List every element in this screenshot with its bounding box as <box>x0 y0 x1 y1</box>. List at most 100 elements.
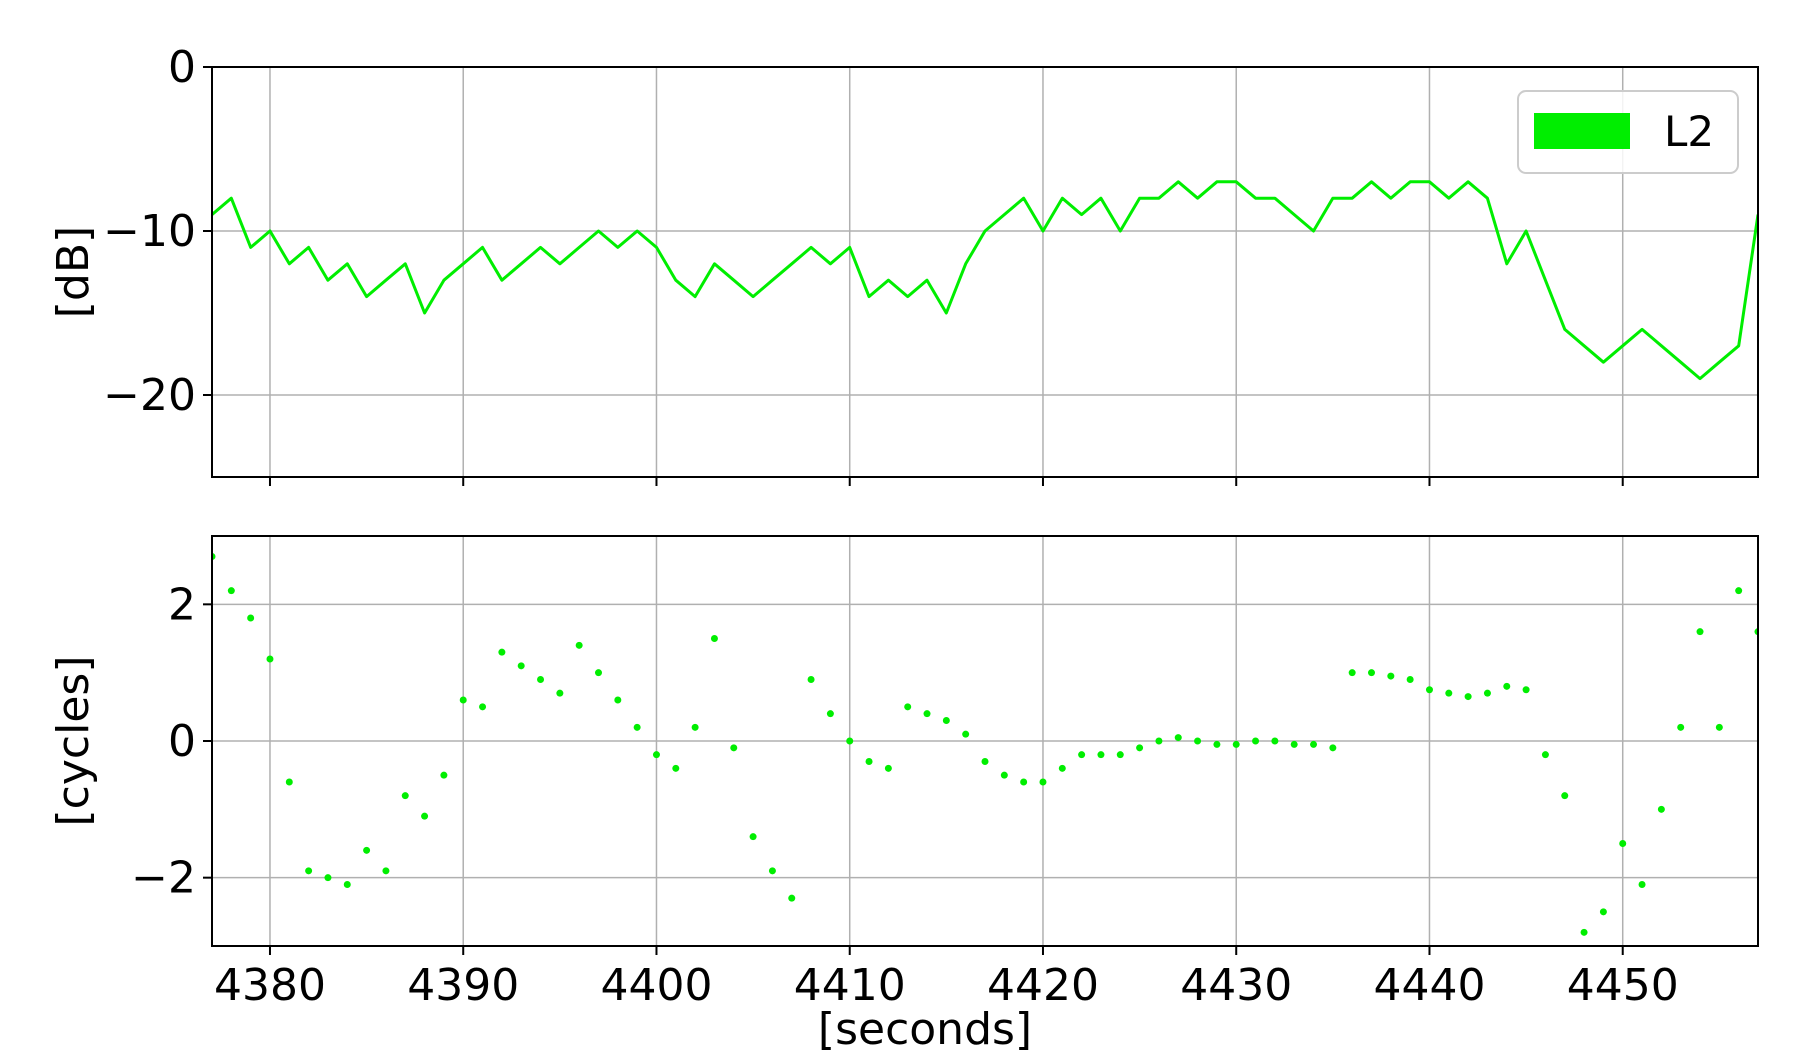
data-point <box>285 778 293 786</box>
series-line-l2 <box>212 180 1758 381</box>
data-point <box>1638 881 1646 888</box>
plot-frame <box>211 66 1759 478</box>
y-axis-label: [dB] <box>48 226 99 318</box>
data-point <box>749 833 757 841</box>
x-tick-label: 4420 <box>987 960 1099 1011</box>
data-point <box>962 730 970 738</box>
y-tick-label: −2 <box>131 853 196 904</box>
data-point <box>1020 778 1028 786</box>
data-point <box>1000 771 1008 779</box>
data-point <box>266 655 274 663</box>
legend-swatch <box>1534 113 1630 149</box>
data-point <box>479 703 487 711</box>
data-point <box>1290 740 1298 748</box>
data-point <box>382 867 390 875</box>
data-point <box>672 764 680 772</box>
x-axis-label: [seconds] <box>818 1004 1032 1050</box>
data-point <box>1657 805 1665 813</box>
x-tick-label: 4450 <box>1567 960 1679 1011</box>
data-point <box>1541 751 1549 759</box>
data-point <box>227 587 235 595</box>
data-point <box>459 696 467 704</box>
data-point <box>421 812 429 820</box>
data-point <box>575 641 583 649</box>
data-point <box>1232 740 1240 748</box>
data-point <box>691 723 699 731</box>
data-point <box>1368 669 1375 677</box>
data-point <box>710 635 718 642</box>
data-point <box>826 710 834 718</box>
data-point <box>595 669 602 677</box>
data-point <box>1464 693 1472 701</box>
y-axis-label: [cycles] <box>48 656 99 827</box>
data-point <box>1058 764 1066 772</box>
data-point <box>1483 689 1491 697</box>
data-point <box>768 867 776 875</box>
data-point <box>981 758 989 765</box>
data-point <box>1387 672 1395 680</box>
data-point <box>865 758 873 765</box>
data-point <box>1310 740 1318 748</box>
data-point <box>305 867 313 875</box>
data-point <box>1425 686 1433 694</box>
data-point <box>1348 669 1356 677</box>
x-tick-label: 4430 <box>1180 960 1292 1011</box>
data-point <box>537 676 545 683</box>
data-point <box>1561 792 1569 800</box>
data-point <box>1580 928 1588 936</box>
data-point <box>498 648 506 656</box>
data-point <box>440 771 448 779</box>
data-point <box>1445 689 1453 697</box>
data-point <box>1194 737 1202 745</box>
y-tick-label: 2 <box>168 579 196 630</box>
data-point <box>1213 740 1221 748</box>
data-point <box>324 874 332 882</box>
data-point <box>1677 723 1685 731</box>
y-tick-label: −10 <box>103 206 196 257</box>
data-point <box>517 662 525 670</box>
y-tick-label: −20 <box>103 370 196 421</box>
data-point <box>1078 751 1086 759</box>
data-point <box>788 894 796 902</box>
data-point <box>343 881 351 888</box>
data-point <box>652 751 660 759</box>
x-tick-label: 4390 <box>407 960 519 1011</box>
x-tick-label: 4380 <box>214 960 326 1011</box>
data-point <box>556 689 564 697</box>
data-point <box>1271 737 1279 745</box>
data-point <box>1329 744 1337 752</box>
data-point <box>633 723 641 731</box>
data-point <box>363 846 371 854</box>
data-point <box>730 744 738 752</box>
data-point <box>923 710 931 718</box>
data-point <box>1039 778 1047 786</box>
data-point <box>614 696 622 704</box>
data-point <box>904 703 912 711</box>
y-tick-label: 0 <box>168 42 196 93</box>
data-point <box>1252 737 1260 745</box>
data-point <box>1522 686 1530 694</box>
data-point <box>846 737 854 745</box>
data-point <box>1735 587 1743 595</box>
data-point <box>942 717 950 724</box>
data-point <box>1136 744 1144 752</box>
panel-top-power: 0 −10 −20 [dB] L2 <box>48 42 1759 486</box>
y-tick-label: 0 <box>168 716 196 767</box>
data-point <box>1715 723 1723 731</box>
data-point <box>1599 908 1607 916</box>
x-tick-label: 4440 <box>1373 960 1485 1011</box>
data-point <box>401 792 409 800</box>
data-point <box>807 676 815 683</box>
panel-bottom-phase: 4380 4390 4400 4410 4420 4430 4440 4450 2 0 −2 [cyc… <box>48 535 1759 1055</box>
data-point <box>1696 628 1704 636</box>
data-point <box>1174 734 1182 742</box>
x-tick-label: 4410 <box>794 960 906 1011</box>
data-point <box>1116 751 1124 759</box>
legend-label: L2 <box>1664 107 1714 156</box>
x-tick-label: 4400 <box>600 960 712 1011</box>
data-point <box>1406 676 1414 683</box>
data-point <box>1155 737 1163 745</box>
data-point <box>884 764 892 772</box>
data-point <box>1503 682 1511 690</box>
